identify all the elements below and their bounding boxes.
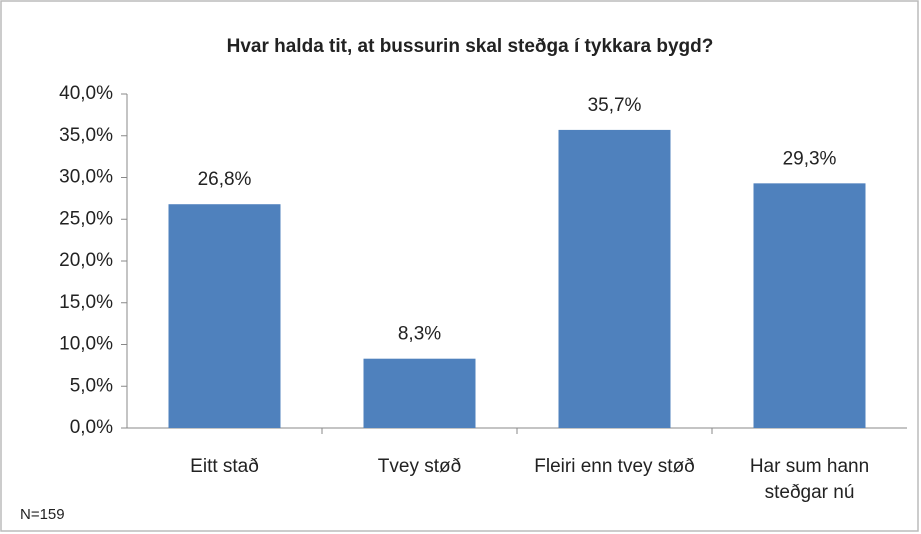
- y-tick-label: 5,0%: [70, 375, 113, 396]
- y-tick-label: 15,0%: [59, 292, 113, 313]
- bar: [753, 183, 866, 428]
- x-tick-label: Fleiri enn tvey støð: [534, 456, 695, 477]
- data-label: 26,8%: [198, 169, 252, 190]
- y-tick-label: 40,0%: [59, 83, 113, 104]
- y-tick-label: 35,0%: [59, 125, 113, 146]
- x-tick-label: Eitt stað: [190, 456, 259, 477]
- data-label: 35,7%: [588, 95, 642, 116]
- annotation: N=159: [20, 506, 65, 523]
- chart-title: Hvar halda tit, at bussurin skal steðga …: [227, 36, 714, 57]
- x-tick-label: Tvey støð: [377, 456, 462, 477]
- bar: [558, 129, 671, 428]
- y-tick-label: 20,0%: [59, 250, 113, 271]
- bar: [363, 358, 476, 428]
- data-label: 8,3%: [398, 324, 441, 345]
- data-label: 29,3%: [783, 148, 837, 169]
- x-tick-label: Har sum hann steðgar nú: [749, 456, 870, 503]
- bar: [168, 204, 281, 428]
- y-tick-label: 30,0%: [59, 167, 113, 188]
- y-tick-label: 0,0%: [70, 417, 113, 438]
- y-tick-label: 10,0%: [59, 334, 113, 355]
- y-tick-label: 25,0%: [59, 208, 113, 229]
